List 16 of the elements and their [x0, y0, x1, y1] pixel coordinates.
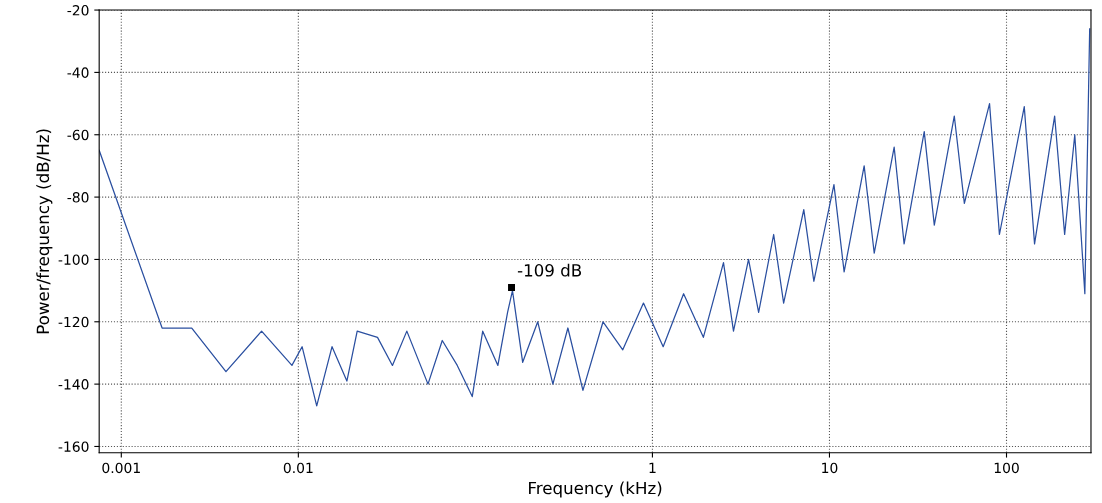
- y-tick-label: -80: [67, 192, 89, 203]
- x-tick-label: 0.01: [283, 462, 313, 474]
- x-tick-label: 100: [994, 462, 1019, 474]
- x-tick-label: 1: [649, 462, 656, 473]
- y-tick-label: -40: [67, 67, 89, 78]
- y-tick-label: -120: [58, 316, 89, 328]
- x-tick-label: 0.001: [102, 462, 140, 474]
- y-axis-title: Power/frequency (dB/Hz): [36, 129, 53, 334]
- y-tick-label: -100: [58, 254, 89, 265]
- y-tick-label: -140: [58, 379, 89, 390]
- x-axis-title: Frequency (kHz): [529, 481, 662, 498]
- y-tick-label: -60: [67, 129, 89, 141]
- annotation: -109 dB: [517, 263, 582, 277]
- y-tick-label: -160: [58, 441, 89, 452]
- y-tick-label: -20: [67, 5, 89, 16]
- x-tick-label: 10: [822, 462, 838, 474]
